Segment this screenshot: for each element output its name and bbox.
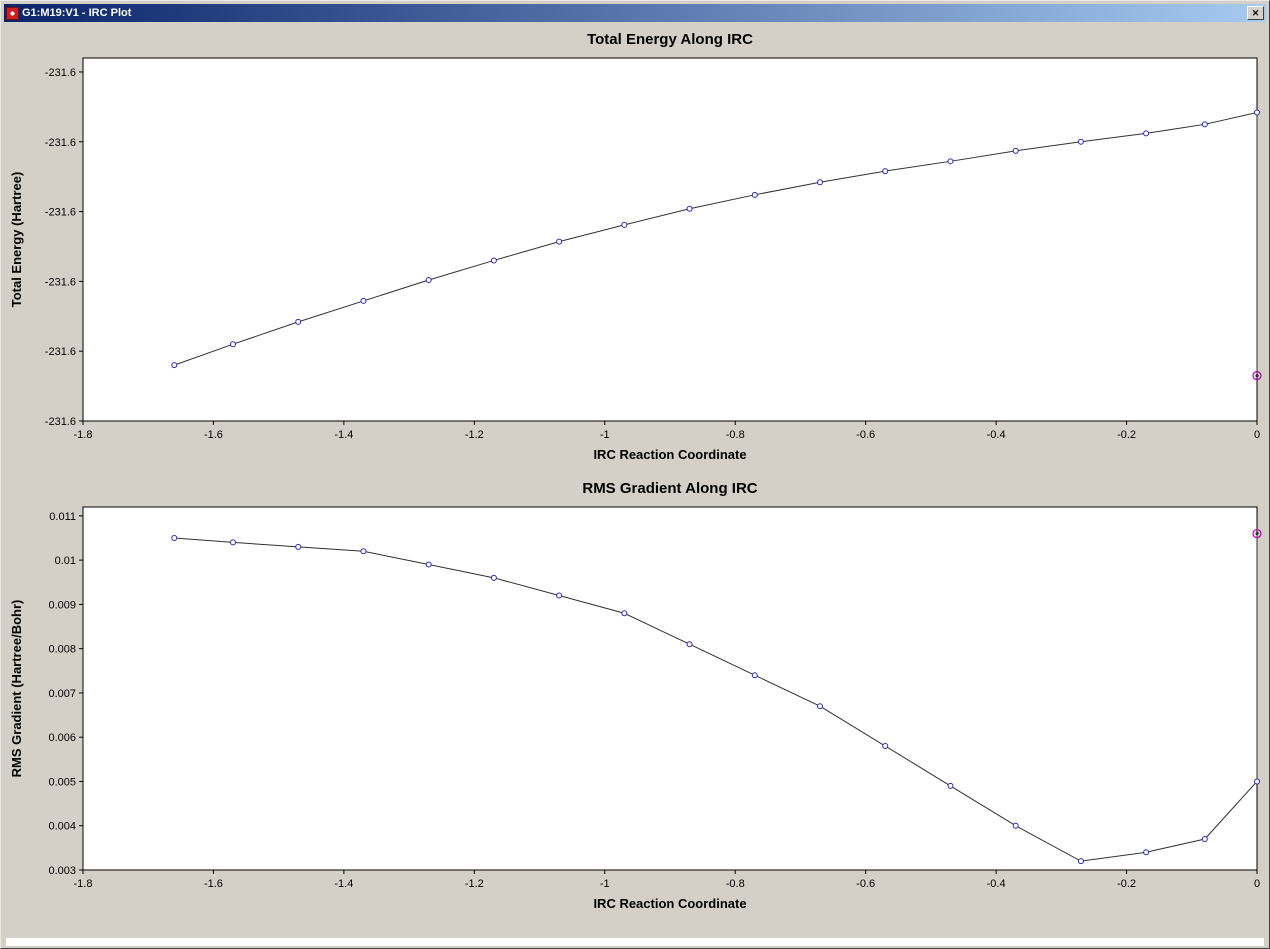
special-point-ring-icon [1252, 371, 1262, 381]
data-point-marker [1201, 121, 1208, 128]
data-point-marker [360, 548, 367, 555]
x-tick-label: -0.8 [726, 429, 745, 441]
special-point-ring-icon [1252, 528, 1262, 539]
data-point-marker [751, 191, 758, 198]
data-point-marker [686, 641, 693, 648]
x-tick-label: -0.6 [856, 429, 875, 441]
data-point-marker [230, 341, 237, 348]
chart-title: Total Energy Along IRC [587, 31, 753, 48]
app-window-icon[interactable] [6, 6, 19, 20]
data-point-marker [621, 221, 628, 228]
data-point-marker [751, 672, 758, 679]
y-tick-label: 0.008 [48, 644, 76, 656]
data-point-marker [171, 534, 178, 541]
data-point-marker [295, 543, 302, 550]
x-axis-label: IRC Reaction Coordinate [593, 447, 746, 462]
close-icon: ✕ [1251, 7, 1260, 18]
rms-gradient-chart: RMS Gradient Along IRC IRC Reaction Coord… [5, 473, 1265, 920]
data-point-marker [1201, 836, 1208, 843]
y-tick-label: 0.01 [55, 555, 76, 567]
x-axis-label: IRC Reaction Coordinate [593, 896, 746, 911]
data-point-marker [1012, 822, 1019, 829]
y-tick-label: -231.6 [45, 207, 76, 219]
y-tick-label: 0.007 [48, 688, 76, 700]
x-tick-label: -1 [600, 429, 610, 441]
data-point-marker [230, 539, 237, 546]
data-point-marker [425, 561, 432, 568]
data-point-marker [425, 276, 432, 283]
special-point-dot-icon [1255, 374, 1259, 378]
data-point-marker [1254, 109, 1260, 116]
close-button[interactable]: ✕ [1247, 6, 1264, 20]
y-tick-label: 0.005 [48, 776, 76, 788]
y-tick-label: 0.009 [48, 599, 76, 611]
y-axis-label: Total Energy (Hartree) [9, 172, 24, 308]
data-point-marker [1254, 778, 1260, 785]
y-tick-label: -231.6 [45, 346, 76, 358]
data-point-marker [882, 743, 889, 750]
y-tick-label: -231.6 [45, 67, 76, 79]
chart-svg: Total Energy Along IRC IRC Reaction Coord… [9, 31, 1262, 462]
x-tick-label: -1.2 [465, 429, 484, 441]
x-tick-label: 0 [1254, 429, 1260, 441]
x-tick-label: -1.8 [74, 878, 93, 890]
special-point-dot-icon [1255, 531, 1259, 536]
chart-title: RMS Gradient Along IRC [582, 480, 757, 497]
data-point-marker [556, 592, 563, 599]
data-point-marker [817, 703, 824, 710]
data-point-marker [817, 179, 824, 186]
x-tick-label: -0.2 [1117, 429, 1136, 441]
y-tick-label: 0.011 [49, 511, 76, 523]
x-tick-label: -0.2 [1117, 878, 1136, 890]
x-tick-label: -0.4 [987, 878, 1006, 890]
x-tick-label: -0.8 [726, 878, 745, 890]
data-point-marker [1143, 849, 1150, 856]
y-tick-label: -231.6 [45, 416, 76, 428]
data-point-marker [621, 610, 628, 617]
x-tick-label: -1.6 [204, 429, 223, 441]
data-point-marker [947, 782, 954, 789]
data-point-marker [171, 362, 178, 369]
x-tick-label: -1 [600, 878, 610, 890]
data-point-marker [686, 205, 693, 212]
y-tick-label: 0.003 [48, 865, 76, 877]
x-tick-label: -1.8 [74, 429, 93, 441]
data-point-marker [1077, 858, 1084, 865]
data-point-marker [882, 168, 889, 175]
x-tick-label: -1.6 [204, 878, 223, 890]
data-point-marker [295, 318, 302, 325]
y-tick-label: 0.006 [48, 732, 76, 744]
chart-svg: RMS Gradient Along IRC IRC Reaction Coord… [9, 480, 1262, 911]
x-tick-label: -1.2 [465, 878, 484, 890]
y-tick-label: 0.004 [48, 821, 76, 833]
data-point-marker [1143, 130, 1150, 137]
x-tick-label: 0 [1254, 878, 1260, 890]
data-point-marker [490, 257, 497, 264]
data-point-marker [1077, 138, 1084, 145]
y-tick-label: -231.6 [45, 137, 76, 149]
total-energy-chart: Total Energy Along IRC IRC Reaction Coord… [5, 24, 1265, 471]
data-point-marker [556, 238, 563, 245]
bottom-strip [6, 938, 1264, 946]
data-point-marker [360, 297, 367, 304]
titlebar[interactable]: G1:M19:V1 - IRC Plot ✕ [4, 4, 1266, 22]
x-tick-label: -1.4 [334, 429, 353, 441]
data-point-marker [947, 158, 954, 165]
plot-area [82, 506, 1258, 871]
window-title: G1:M19:V1 - IRC Plot [22, 7, 132, 19]
x-tick-label: -0.4 [987, 429, 1006, 441]
plot-area [82, 57, 1258, 422]
data-point-marker [1012, 147, 1019, 154]
y-axis-label: RMS Gradient (Hartree/Bohr) [9, 600, 24, 778]
y-tick-label: -231.6 [45, 276, 76, 288]
x-tick-label: -0.6 [856, 878, 875, 890]
x-tick-label: -1.4 [334, 878, 353, 890]
data-point-marker [490, 574, 497, 581]
